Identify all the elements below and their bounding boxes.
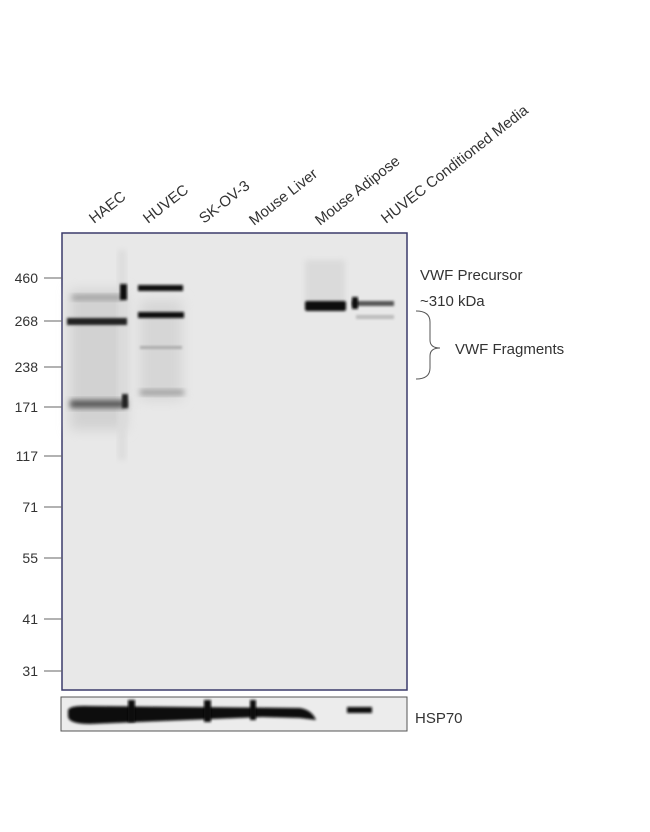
hsp70-blot [60, 696, 408, 732]
marker-label: 460 [15, 270, 39, 286]
main-blot [61, 232, 408, 691]
marker-label: 117 [16, 448, 39, 464]
hsp70-band-cm [347, 707, 372, 713]
haec-band-faint [72, 295, 124, 300]
hsp70-label: HSP70 [415, 710, 463, 727]
vwf-fragments-label: VWF Fragments [455, 341, 564, 358]
marker-label: 268 [15, 313, 39, 329]
marker-label: 31 [22, 663, 38, 679]
haec-band-171-edge [122, 394, 128, 408]
lane-label-mouse-liver: Mouse Liver [246, 165, 321, 229]
lane-label-sk-ov-3: SK-OV-3 [196, 177, 253, 227]
huvec-band-faint-2 [140, 390, 184, 395]
fragments-brace [415, 310, 441, 380]
lane-label-haec: HAEC [86, 188, 129, 227]
marker-label: 71 [22, 499, 38, 515]
huvec-band-lower [138, 312, 184, 318]
cm-band [352, 301, 394, 306]
haec-smear [70, 290, 126, 430]
marker-label: 238 [15, 359, 39, 375]
marker-label: 55 [22, 550, 38, 566]
adipose-smear [305, 260, 345, 305]
vwf-precursor-label: VWF Precursor [420, 267, 523, 284]
marker-label: 41 [22, 611, 38, 627]
lane-labels: HAEC HUVEC SK-OV-3 Mouse Liver Mouse Adi… [86, 101, 532, 229]
marker-label: 171 [15, 399, 39, 415]
adipose-band [305, 301, 346, 311]
precursor-size-label: ~310 kDa [420, 293, 485, 310]
lane-label-huvec: HUVEC [140, 181, 192, 227]
mw-markers: 460 268 238 171 117 71 55 41 31 [15, 270, 62, 679]
huvec-band-upper [138, 285, 183, 291]
cm-band-faint [356, 315, 394, 319]
haec-smear-tail [118, 250, 126, 460]
huvec-band-faint-1 [140, 346, 182, 349]
haec-band-171 [70, 400, 127, 408]
haec-band-top-edge [120, 284, 127, 300]
haec-band-268 [67, 318, 127, 325]
cm-band-edge [352, 297, 358, 309]
